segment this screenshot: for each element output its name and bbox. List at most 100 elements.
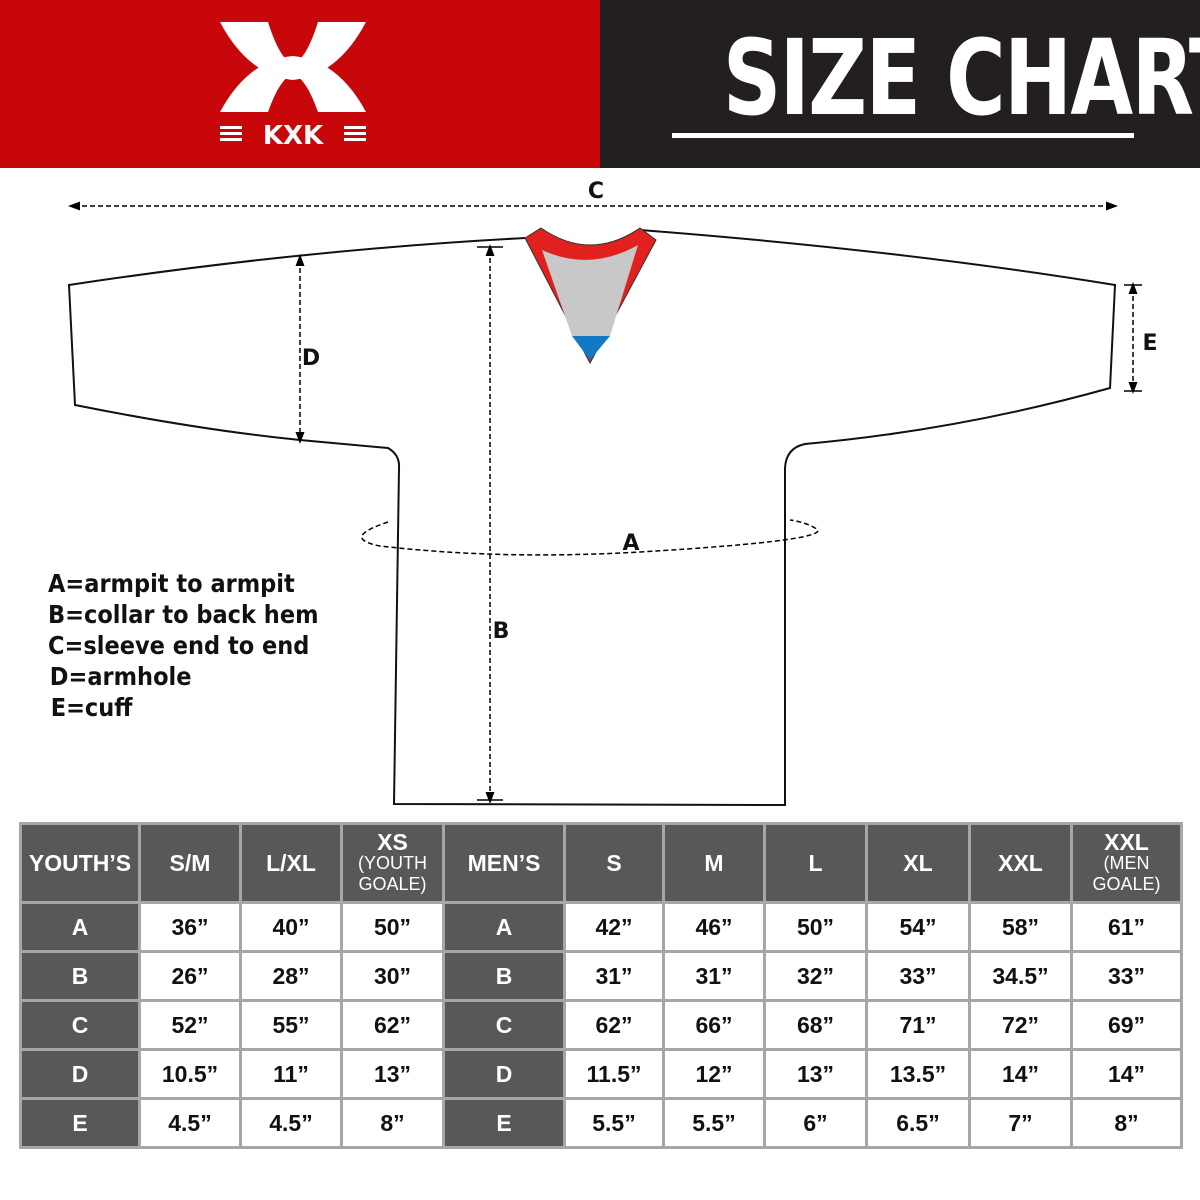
row-label: C bbox=[442, 999, 566, 1051]
measurement-cell: 33” bbox=[1070, 950, 1183, 1002]
svg-text:KXK: KXK bbox=[263, 121, 324, 150]
measurement-cell: 10.5” bbox=[138, 1048, 242, 1100]
table-header-row: YOUTH’S S/M L/XL XS (YOUTH GOALE) MEN’S S M L XL X… bbox=[19, 822, 1183, 904]
measurement-cell: 26” bbox=[138, 950, 242, 1002]
size-sublabel: (MEN GOALE) bbox=[1092, 853, 1161, 894]
legend-item: D=armhole bbox=[49, 662, 192, 691]
size-sublabel: (YOUTH GOALE) bbox=[358, 853, 427, 894]
measurement-cell: 6.5” bbox=[865, 1097, 971, 1149]
label-d: D bbox=[302, 346, 320, 371]
size-header: L/XL bbox=[239, 822, 343, 904]
row-label: D bbox=[19, 1048, 141, 1100]
size-header: M bbox=[662, 822, 766, 904]
measurement-cell: 68” bbox=[763, 999, 868, 1051]
measurement-cell: 31” bbox=[563, 950, 665, 1002]
size-label: XS bbox=[377, 829, 408, 855]
label-a: A bbox=[622, 531, 639, 556]
measurement-cell: 66” bbox=[662, 999, 766, 1051]
measurement-cell: 14” bbox=[1070, 1048, 1183, 1100]
legend-item: C=sleeve end to end bbox=[48, 631, 310, 660]
measurement-cell: 30” bbox=[340, 950, 445, 1002]
label-e: E bbox=[1142, 331, 1157, 356]
measurement-cell: 5.5” bbox=[662, 1097, 766, 1149]
page-title: SIZE CHART bbox=[722, 17, 1200, 139]
legend-item: A=armpit to armpit bbox=[48, 569, 295, 598]
row-label: A bbox=[442, 901, 566, 953]
row-label: D bbox=[442, 1048, 566, 1100]
row-label: B bbox=[442, 950, 566, 1002]
measurement-cell: 13.5” bbox=[865, 1048, 971, 1100]
size-header: S bbox=[563, 822, 665, 904]
measurement-cell: 62” bbox=[340, 999, 445, 1051]
legend-item: B=collar to back hem bbox=[48, 600, 319, 629]
group-header: MEN’S bbox=[442, 822, 566, 904]
measurement-cell: 50” bbox=[763, 901, 868, 953]
collar-blue bbox=[572, 336, 610, 360]
measurement-cell: 5.5” bbox=[563, 1097, 665, 1149]
size-header: XS (YOUTH GOALE) bbox=[340, 822, 445, 904]
measurement-cell: 8” bbox=[1070, 1097, 1183, 1149]
size-header: XL bbox=[865, 822, 971, 904]
row-label: C bbox=[19, 999, 141, 1051]
measurement-cell: 46” bbox=[662, 901, 766, 953]
table-row: A 36” 40” 50” A 42” 46” 50” 54” 58” 61” bbox=[19, 901, 1183, 953]
row-label: E bbox=[19, 1097, 141, 1149]
header-brand-panel: KXK bbox=[0, 0, 600, 168]
size-label: S bbox=[606, 850, 622, 876]
size-header: S/M bbox=[138, 822, 242, 904]
measurement-cell: 8” bbox=[340, 1097, 445, 1149]
size-label: M bbox=[704, 850, 724, 876]
measurement-cell: 13” bbox=[763, 1048, 868, 1100]
measurement-cell: 55” bbox=[239, 999, 343, 1051]
header-title-panel bbox=[600, 0, 1200, 168]
size-label: S/M bbox=[169, 850, 211, 876]
measurement-cell: 61” bbox=[1070, 901, 1183, 953]
measurement-legend: A=armpit to armpit B=collar to back hem … bbox=[48, 568, 319, 723]
measurement-cell: 11” bbox=[239, 1048, 343, 1100]
measurement-cell: 42” bbox=[563, 901, 665, 953]
measurement-cell: 7” bbox=[968, 1097, 1073, 1149]
table-row: E 4.5” 4.5” 8” E 5.5” 5.5” 6” 6.5” 7” 8” bbox=[19, 1097, 1183, 1149]
measurement-cell: 36” bbox=[138, 901, 242, 953]
measurement-cell: 4.5” bbox=[239, 1097, 343, 1149]
table-row: D 10.5” 11” 13” D 11.5” 12” 13” 13.5” 14” 14” bbox=[19, 1048, 1183, 1100]
measurement-cell: 69” bbox=[1070, 999, 1183, 1051]
measurement-cell: 40” bbox=[239, 901, 343, 953]
measurement-cell: 52” bbox=[138, 999, 242, 1051]
measurement-cell: 13” bbox=[340, 1048, 445, 1100]
measurement-cell: 72” bbox=[968, 999, 1073, 1051]
measurement-cell: 14” bbox=[968, 1048, 1073, 1100]
measurement-cell: 32” bbox=[763, 950, 868, 1002]
kxk-logo: KXK bbox=[220, 22, 366, 150]
measurement-cell: 12” bbox=[662, 1048, 766, 1100]
row-label: A bbox=[19, 901, 141, 953]
label-c: C bbox=[588, 179, 604, 204]
measurement-cell: 28” bbox=[239, 950, 343, 1002]
table-row: C 52” 55” 62” C 62” 66” 68” 71” 72” 69” bbox=[19, 999, 1183, 1051]
collar-inner bbox=[542, 245, 638, 336]
legend-item: E=cuff bbox=[50, 693, 133, 722]
jersey-diagram: C D E A B bbox=[67, 179, 1158, 807]
size-label: XXL bbox=[998, 850, 1043, 876]
measurement-cell: 11.5” bbox=[563, 1048, 665, 1100]
size-header: XXL bbox=[968, 822, 1073, 904]
size-label: L/XL bbox=[266, 850, 316, 876]
measurement-cell: 58” bbox=[968, 901, 1073, 953]
measurement-cell: 54” bbox=[865, 901, 971, 953]
measurement-cell: 4.5” bbox=[138, 1097, 242, 1149]
size-table: YOUTH’S S/M L/XL XS (YOUTH GOALE) MEN’S S M L XL X… bbox=[19, 822, 1183, 1149]
measurement-cell: 6” bbox=[763, 1097, 868, 1149]
size-header: L bbox=[763, 822, 868, 904]
jersey-outline bbox=[67, 229, 1117, 807]
size-label: XXL bbox=[1104, 829, 1149, 855]
measurement-cell: 71” bbox=[865, 999, 971, 1051]
measurement-cell: 33” bbox=[865, 950, 971, 1002]
title-underline bbox=[672, 133, 1134, 138]
size-label: L bbox=[808, 850, 823, 876]
group-header: YOUTH’S bbox=[19, 822, 141, 904]
measurement-cell: 31” bbox=[662, 950, 766, 1002]
size-header: XXL (MEN GOALE) bbox=[1070, 822, 1183, 904]
label-b: B bbox=[493, 619, 510, 644]
size-label: XL bbox=[903, 850, 933, 876]
measurement-cell: 62” bbox=[563, 999, 665, 1051]
